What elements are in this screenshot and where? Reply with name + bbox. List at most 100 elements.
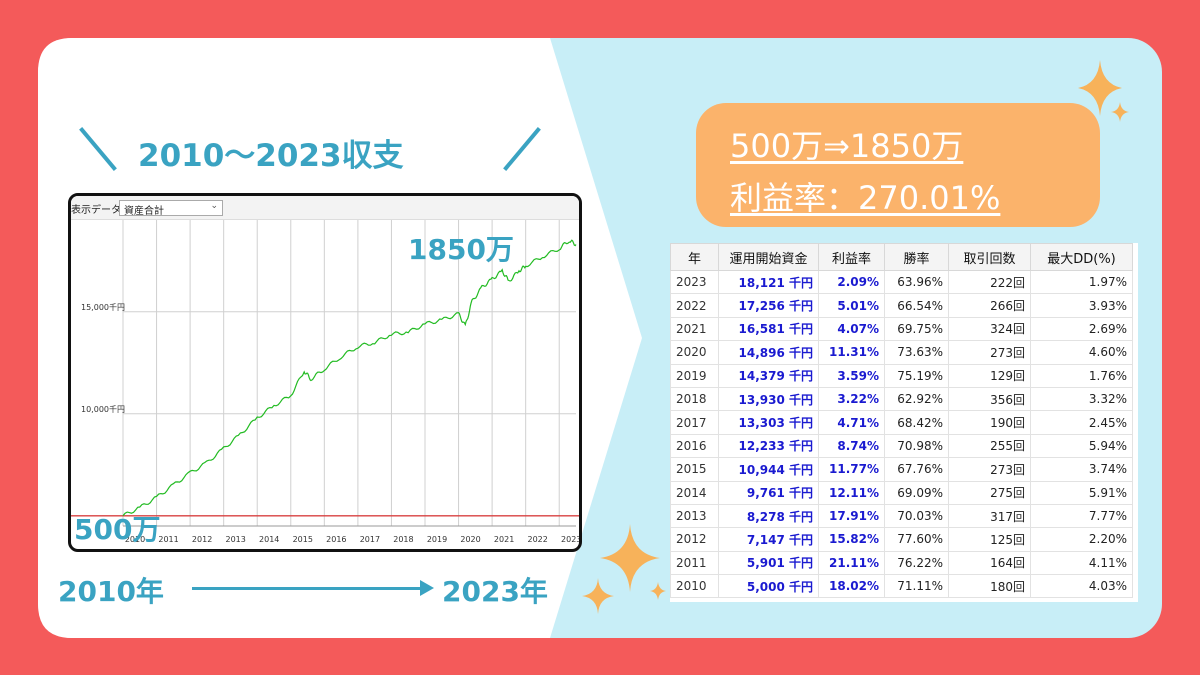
cell-max-dd: 2.20% <box>1030 527 1133 552</box>
cell-year: 2015 <box>670 457 719 482</box>
cell-max-dd: 2.45% <box>1030 410 1133 435</box>
sparkle-icon <box>582 524 666 614</box>
cell-win-rate: 73.63% <box>884 340 949 365</box>
table-row: 2022 17,256 千円 5.01% 66.54% 266回 3.93% <box>670 293 1133 318</box>
chart-plot: 2010 2011 2012 2013 2014 2015 2016 2017 2018 2019… <box>71 220 579 544</box>
cell-win-rate: 66.54% <box>884 293 949 318</box>
cell-start-capital: 17,256 千円 <box>718 293 819 318</box>
cell-trade-count: 164回 <box>948 550 1031 576</box>
col-trade-count: 取引回数 <box>948 243 1031 271</box>
cell-trade-count: 273回 <box>948 457 1031 482</box>
cell-trade-count: 324回 <box>948 316 1031 342</box>
headline-slash-right <box>503 127 541 171</box>
x-tick-label: 2012 <box>192 535 212 544</box>
cell-max-dd: 5.94% <box>1030 433 1133 459</box>
yearly-results-table: 年 運用開始資金 利益率 勝率 取引回数 最大DD(%) 2023 18,121 … <box>670 243 1133 599</box>
table-row: 2021 16,581 千円 4.07% 69.75% 324回 2.69% <box>670 316 1133 342</box>
x-tick-label: 2016 <box>326 535 346 544</box>
cell-win-rate: 67.76% <box>884 457 949 482</box>
cell-start-capital: 10,944 千円 <box>718 457 819 482</box>
cell-year: 2019 <box>670 363 719 388</box>
cell-trade-count: 266回 <box>948 293 1031 318</box>
table-row: 2012 7,147 千円 15.82% 77.60% 125回 2.20% <box>670 527 1133 552</box>
cell-year: 2012 <box>670 527 719 552</box>
cell-trade-count: 190回 <box>948 410 1031 435</box>
table-row: 2023 18,121 千円 2.09% 63.96% 222回 1.97% <box>670 269 1133 295</box>
cell-max-dd: 4.60% <box>1030 340 1133 365</box>
cell-profit-rate: 11.77% <box>818 457 885 482</box>
cell-max-dd: 4.11% <box>1030 550 1133 576</box>
start-value-label: 500万 <box>74 513 161 546</box>
cell-profit-rate: 15.82% <box>818 527 885 552</box>
table-row: 2010 5,000 千円 18.02% 71.11% 180回 4.03% <box>670 574 1133 599</box>
cell-year: 2018 <box>670 386 719 412</box>
cell-max-dd: 3.32% <box>1030 386 1133 412</box>
display-data-select[interactable]: 資産合計 ⌄ <box>119 200 223 217</box>
chart-toolbar: 表示データ 資産合計 ⌄ <box>71 196 579 220</box>
cell-max-dd: 7.77% <box>1030 503 1133 529</box>
cell-year: 2021 <box>670 316 719 342</box>
cell-trade-count: 129回 <box>948 363 1031 388</box>
cell-win-rate: 76.22% <box>884 550 949 576</box>
cell-win-rate: 71.11% <box>884 574 949 599</box>
cell-profit-rate: 8.74% <box>818 433 885 459</box>
cell-year: 2017 <box>670 410 719 435</box>
cell-start-capital: 18,121 千円 <box>718 269 819 295</box>
cell-trade-count: 125回 <box>948 527 1031 552</box>
cell-start-capital: 14,896 千円 <box>718 340 819 365</box>
cell-win-rate: 70.98% <box>884 433 949 459</box>
cell-year: 2011 <box>670 550 719 576</box>
cell-max-dd: 4.03% <box>1030 574 1133 599</box>
table-row: 2013 8,278 千円 17.91% 70.03% 317回 7.77% <box>670 503 1133 529</box>
y-tick-label: 10,000千円 <box>81 404 125 414</box>
table-header-row: 年 運用開始資金 利益率 勝率 取引回数 最大DD(%) <box>670 243 1133 271</box>
sparkle-icon <box>1078 60 1129 122</box>
x-tick-label: 2020 <box>460 535 480 544</box>
cell-max-dd: 3.93% <box>1030 293 1133 318</box>
end-value-label: 1850万 <box>408 233 514 266</box>
cell-profit-rate: 12.11% <box>818 480 885 505</box>
equity-chart: 表示データ 資産合計 ⌄ 2010 2011 2012 2013 2014 2015 201… <box>68 193 582 552</box>
x-tick-label: 2018 <box>393 535 413 544</box>
x-tick-label: 2015 <box>293 535 313 544</box>
cell-win-rate: 63.96% <box>884 269 949 295</box>
x-tick-label: 2011 <box>158 535 178 544</box>
cell-max-dd: 1.97% <box>1030 269 1133 295</box>
display-data-value: 資産合計 <box>124 206 164 217</box>
table-row: 2014 9,761 千円 12.11% 69.09% 275回 5.91% <box>670 480 1133 505</box>
col-win-rate: 勝率 <box>884 243 949 271</box>
cell-profit-rate: 3.59% <box>818 363 885 388</box>
cell-start-capital: 13,303 千円 <box>718 410 819 435</box>
cell-win-rate: 69.75% <box>884 316 949 342</box>
table-row: 2016 12,233 千円 8.74% 70.98% 255回 5.94% <box>670 433 1133 459</box>
cell-start-capital: 8,278 千円 <box>718 503 819 529</box>
headline-slash-left <box>79 127 117 171</box>
cell-max-dd: 5.91% <box>1030 480 1133 505</box>
cell-win-rate: 77.60% <box>884 527 949 552</box>
cell-start-capital: 9,761 千円 <box>718 480 819 505</box>
cell-max-dd: 1.76% <box>1030 363 1133 388</box>
y-tick-label: 15,000千円 <box>81 302 125 312</box>
cell-start-capital: 7,147 千円 <box>718 527 819 552</box>
x-tick-label: 2013 <box>225 535 245 544</box>
cell-trade-count: 275回 <box>948 480 1031 505</box>
cell-profit-rate: 4.71% <box>818 410 885 435</box>
cell-start-capital: 12,233 千円 <box>718 433 819 459</box>
timeline: 2010年 2023年 <box>58 570 568 608</box>
yearly-results-table-wrap: 年 運用開始資金 利益率 勝率 取引回数 最大DD(%) 2023 18,121 … <box>670 243 1138 602</box>
summary-growth: 500万⇒1850万 <box>730 127 964 165</box>
timeline-line <box>192 587 424 590</box>
cell-start-capital: 14,379 千円 <box>718 363 819 388</box>
headline: 2010〜2023収支 <box>58 122 541 178</box>
x-tick-label: 2021 <box>494 535 514 544</box>
x-tick-label: 2017 <box>360 535 380 544</box>
cell-trade-count: 273回 <box>948 340 1031 365</box>
timeline-end: 2023年 <box>442 575 548 608</box>
cell-profit-rate: 4.07% <box>818 316 885 342</box>
col-max-dd: 最大DD(%) <box>1030 243 1133 271</box>
cell-win-rate: 75.19% <box>884 363 949 388</box>
cell-profit-rate: 18.02% <box>818 574 885 599</box>
chevron-down-icon: ⌄ <box>210 201 218 211</box>
cell-start-capital: 5,901 千円 <box>718 550 819 576</box>
cell-win-rate: 68.42% <box>884 410 949 435</box>
